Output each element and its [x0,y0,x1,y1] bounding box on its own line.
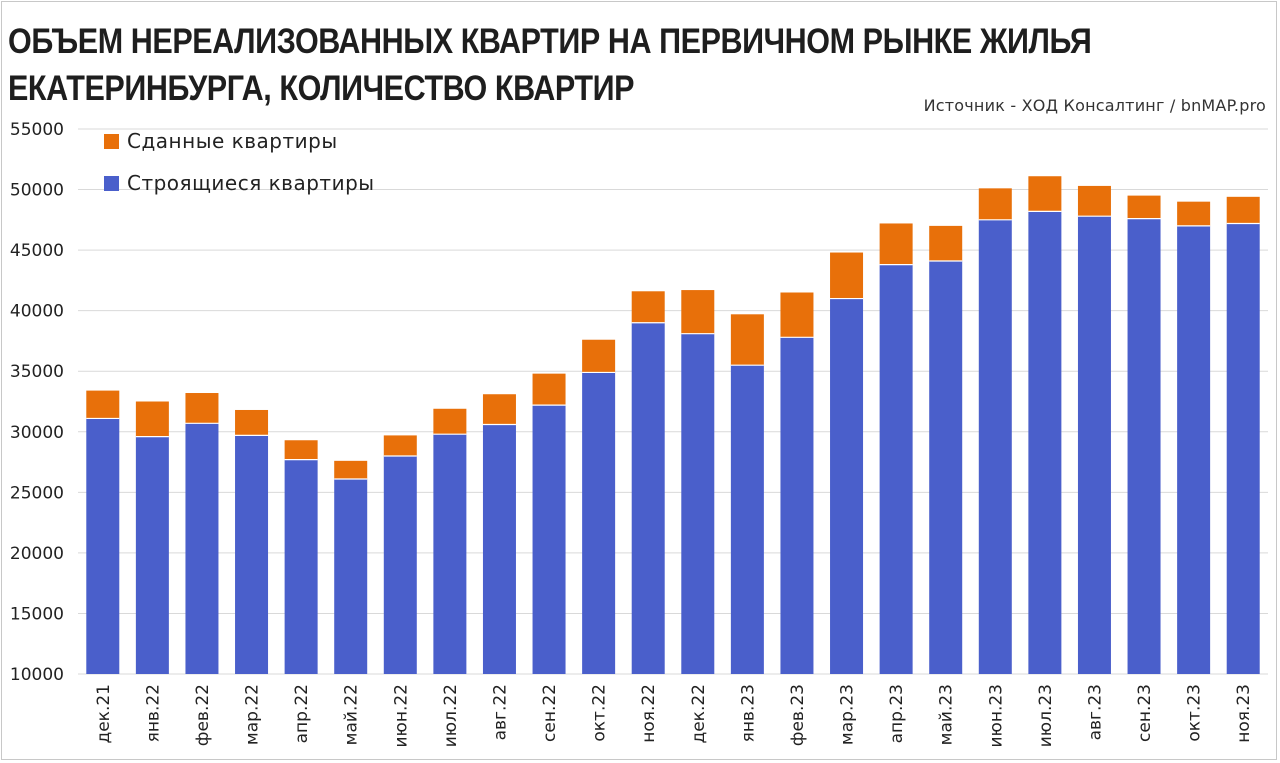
bar-under-construction [631,322,665,674]
bar-built [86,390,120,419]
x-tick-label: янв.22 [143,684,163,742]
x-tick-label: май.23 [937,684,957,745]
bar-under-construction [383,456,417,674]
bar-under-construction [135,436,169,674]
bar-under-construction [929,261,963,674]
legend-label: Строящиеся квартиры [127,171,375,195]
bar-under-construction [978,219,1012,675]
x-tick-label: авг.23 [1085,684,1105,740]
x-tick-label: июн.22 [391,684,411,748]
y-tick-label: 35000 [10,362,64,382]
y-axis-tick-labels: 10000 15000 20000 25000 30000 35000 40000 45000… [10,120,64,685]
x-tick-label: сен.22 [540,684,560,742]
bar-built [1127,195,1161,219]
y-tick-label: 20000 [10,544,64,564]
bar-built [1177,201,1211,226]
chart-title-line-1: ОБЪЕМ НЕРЕАЛИЗОВАННЫХ КВАРТИР НА ПЕРВИЧН… [8,21,1092,61]
bar-built [730,314,764,366]
gridlines [78,128,1268,675]
bar-under-construction [730,365,764,674]
bar-built [135,401,169,437]
bar-built [185,393,219,424]
y-tick-label: 15000 [10,604,64,624]
x-tick-label: мар.23 [838,684,858,745]
x-tick-label: фев.22 [193,684,213,746]
bar-built [235,409,269,436]
bar-built [284,440,318,460]
bar-under-construction [532,405,566,674]
bar-under-construction [681,333,715,674]
bar-under-construction [1077,216,1111,674]
x-tick-label: апр.23 [887,684,907,743]
y-tick-label: 55000 [10,120,64,140]
x-tick-label: окт.22 [590,684,610,742]
bar-built [383,435,417,456]
x-tick-label: авг.22 [490,684,510,740]
x-tick-label: май.22 [342,684,362,745]
chart-title-line-2: ЕКАТЕРИНБУРГА, КОЛИЧЕСТВО КВАРТИР [8,68,635,108]
x-tick-label: ноя.23 [1234,684,1254,743]
bar-under-construction [185,423,219,674]
bar-under-construction [879,264,913,674]
bar-built [830,252,864,299]
bar-under-construction [1028,211,1062,674]
x-tick-label: сен.23 [1135,684,1155,742]
bar-built [780,292,814,338]
x-tick-label: ноя.22 [639,684,659,743]
source-note: Источник - ХОД Консалтинг / bnMAP.pro [923,96,1266,115]
y-tick-label: 30000 [10,423,64,443]
y-tick-label: 25000 [10,483,64,503]
y-tick-label: 40000 [10,302,64,322]
x-tick-label: дек.21 [94,684,114,744]
bar-built [631,291,665,323]
bar-under-construction [235,435,269,674]
x-tick-label: апр.22 [292,684,312,743]
x-tick-label: окт.23 [1185,684,1205,742]
x-tick-label: июл.23 [1036,684,1056,747]
bar-under-construction [1177,225,1211,674]
bar-under-construction [433,434,467,674]
bar-built [532,373,566,406]
bar-built [681,290,715,334]
bar-under-construction [86,418,120,674]
bar-built [482,394,516,425]
bar-built [1077,185,1111,217]
bar-under-construction [482,424,516,674]
bar-built [978,188,1012,220]
bar-under-construction [780,337,814,674]
bar-built [334,460,368,480]
x-tick-label: мар.22 [243,684,263,745]
legend-swatch [104,176,119,191]
bar-under-construction [334,479,368,674]
bar-under-construction [1127,218,1161,674]
y-tick-label: 45000 [10,241,64,261]
bar-under-construction [830,298,864,674]
bar-under-construction [582,372,616,674]
bars [86,176,1260,675]
bar-built [1226,196,1260,224]
bar-under-construction [1226,223,1260,674]
bar-built [1028,176,1062,212]
chart-title: ОБЪЕМ НЕРЕАЛИЗОВАННЫХ КВАРТИР НА ПЕРВИЧН… [8,18,1092,112]
legend-label: Сданные квартиры [127,129,338,153]
legend-swatch [104,134,119,149]
x-axis-tick-labels: дек.21 янв.22 фев.22 мар.22 апр.22 май.22 июн.… [94,684,1254,748]
bar-under-construction [284,459,318,674]
bar-built [879,223,913,265]
legend: Сданные квартиры Строящиеся квартиры [104,129,375,195]
x-tick-label: дек.22 [689,684,709,744]
bar-built [929,225,963,262]
y-tick-label: 10000 [10,665,64,685]
x-tick-label: июн.23 [986,684,1006,748]
x-tick-label: июл.22 [441,684,461,747]
bar-built [433,408,467,435]
bar-built [582,339,616,373]
x-tick-label: фев.23 [788,684,808,746]
x-tick-label: янв.23 [738,684,758,742]
y-tick-label: 50000 [10,181,64,201]
